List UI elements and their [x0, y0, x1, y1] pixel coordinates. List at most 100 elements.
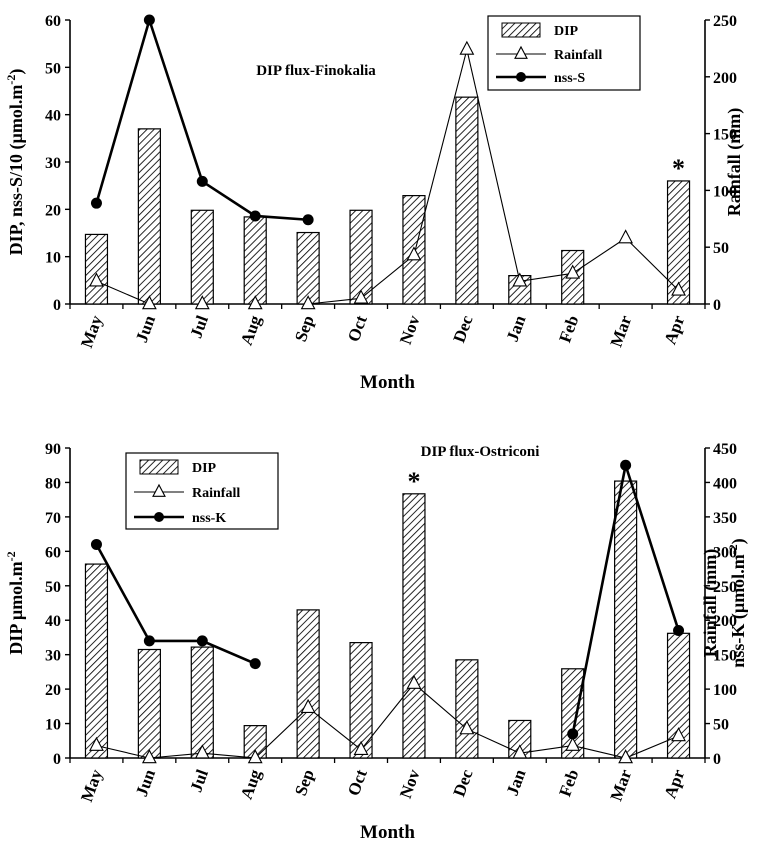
bar-dip-may: [84, 563, 109, 759]
legend-label: Rainfall: [554, 48, 602, 63]
y2-axis-label: Rainfall (mm): [700, 549, 721, 657]
x-axis-label: Month: [360, 822, 415, 843]
bar-dip-aug: [243, 216, 267, 305]
y2-tick-label: 250: [713, 579, 737, 596]
point-nss-s-jul: [196, 175, 208, 187]
bar-dip-jul: [190, 209, 214, 305]
legend-label: nss-K: [192, 511, 226, 526]
x-tick-label: Apr: [660, 766, 688, 800]
y-axis-label-sup: -2: [4, 75, 18, 85]
x-tick-label: Jun: [132, 312, 159, 345]
x-tick-label: Oct: [344, 313, 371, 345]
bar-dip-sep: [296, 609, 320, 759]
chart-title: DIP flux-Ostriconi: [421, 444, 540, 460]
point-nss-s-may: [90, 197, 102, 209]
legend-swatch-bar: [139, 459, 179, 475]
point-rainfall-apr: [671, 281, 686, 296]
legend-triangle-icon: [514, 45, 528, 59]
y2-tick-label: 300: [713, 544, 737, 561]
y-tick-label: 0: [53, 297, 61, 314]
point-nss-k-feb: [567, 728, 579, 740]
y2-tick-label: 200: [713, 70, 737, 87]
x-tick-label: May: [77, 766, 106, 804]
point-rainfall-mar: [618, 229, 634, 244]
point-rainfall-jan: [512, 272, 528, 287]
point-rainfall-feb: [565, 264, 581, 279]
x-tick-label: Mar: [607, 312, 636, 349]
legend-swatch-bar: [501, 22, 541, 38]
point-rainfall-sep: [300, 698, 316, 713]
y2-tick-label: 450: [713, 441, 737, 458]
y-tick-label: 90: [45, 441, 61, 458]
point-rainfall-jun: [141, 295, 157, 310]
bar-dip-dec: [455, 659, 479, 759]
y2-tick-label: 0: [713, 297, 721, 314]
y2-tick-label: 350: [713, 510, 737, 527]
y2-axis-label-nss-k: nss-K (µmol.m-2): [726, 538, 749, 667]
bar-dip-apr: [666, 180, 691, 305]
y2-tick-label: 50: [713, 717, 729, 734]
point-rainfall-jun: [141, 749, 157, 764]
x-tick-label: Aug: [237, 766, 265, 801]
y-tick-label: 70: [45, 510, 61, 527]
y-axis-label: DIP µmol.m-2: [4, 551, 26, 654]
chart-panel-2: 0 10 20 30 40 50 60 70 80 90 0 50 100 150 200 250 300 350…: [4, 441, 749, 843]
y-tick-label: 20: [45, 202, 61, 219]
y-tick-label: 30: [45, 155, 61, 172]
y2-tick-label: 100: [713, 682, 737, 699]
legend-label: nss-S: [554, 71, 585, 86]
point-rainfall-nov: [406, 674, 422, 689]
point-rainfall-sep: [300, 295, 316, 310]
x-tick-label: Sep: [291, 313, 318, 344]
point-nss-k-may: [90, 538, 102, 550]
legend: DIP Rainfall nss-K: [125, 452, 279, 530]
x-tick-label: Feb: [555, 767, 582, 799]
bar-dip-nov: [402, 493, 426, 759]
legend-label: Rainfall: [192, 486, 240, 501]
point-rainfall-feb: [565, 736, 581, 751]
y2-axis-label: Rainfall (mm): [724, 108, 745, 216]
y2-tick-label: 200: [713, 613, 737, 630]
bar-dip-jul: [190, 646, 214, 759]
x-tick-label: Feb: [555, 313, 582, 345]
point-rainfall-apr: [671, 727, 686, 742]
x-tick-label: Nov: [396, 312, 424, 346]
series-line-rainfall: [96, 682, 679, 759]
x-tick-label: Dec: [449, 312, 476, 345]
y-tick-label: 50: [45, 579, 61, 596]
y2-axis-label-nss-k-sup: -2: [726, 544, 740, 554]
point-rainfall-jan: [512, 744, 528, 759]
y-tick-label: 60: [45, 544, 61, 561]
y-tick-label: 40: [45, 108, 61, 125]
point-rainfall-jul: [194, 744, 210, 759]
asterisk-annotation: *: [672, 154, 685, 183]
legend-circle-icon: [154, 512, 164, 522]
y-axis-label-tail: ): [6, 69, 27, 75]
y-tick-label: 10: [45, 250, 61, 267]
x-tick-label: Jan: [503, 312, 530, 344]
legend-circle-icon: [516, 72, 526, 82]
y2-axis-label-nss-k-text: nss-K (µmol.m: [728, 554, 749, 667]
y2-tick-label: 100: [713, 183, 737, 200]
point-nss-s-aug: [249, 210, 261, 222]
y2-tick-label: 50: [713, 240, 729, 257]
legend-triangle-icon: [152, 483, 166, 497]
x-tick-label: Sep: [291, 767, 318, 798]
x-tick-label: Jun: [132, 766, 159, 799]
legend-label: DIP: [192, 461, 217, 476]
point-rainfall-aug: [247, 295, 263, 310]
point-rainfall-dec: [459, 720, 475, 735]
x-tick-label: May: [77, 312, 106, 350]
series-line-rainfall: [96, 49, 679, 305]
asterisk-annotation: *: [407, 467, 420, 496]
point-nss-k-mar: [620, 459, 632, 471]
bar-dip-mar: [614, 480, 638, 759]
point-nss-k-jun: [143, 635, 155, 647]
point-rainfall-nov: [406, 246, 422, 261]
y2-tick-label: 150: [713, 127, 737, 144]
point-nss-s-sep: [302, 214, 314, 226]
x-tick-label: Dec: [449, 766, 476, 799]
x-tick-label: Nov: [396, 766, 424, 800]
x-tick-label: Jul: [186, 767, 212, 795]
bar-dip-oct: [349, 642, 373, 759]
